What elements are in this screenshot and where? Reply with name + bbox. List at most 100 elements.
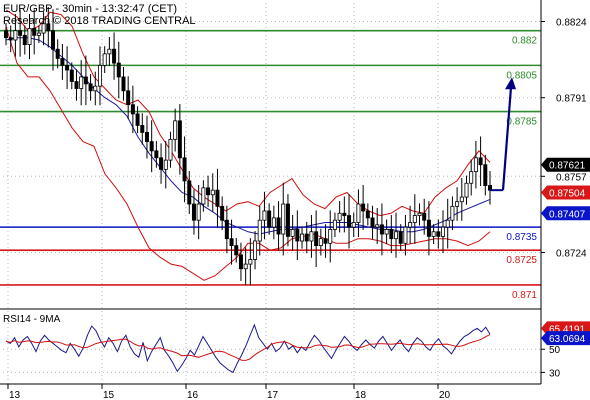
price-tag-box [541, 157, 590, 172]
rsi-title: RSI14 - 9MA [3, 314, 61, 325]
candle-body [271, 217, 276, 228]
candle-body [422, 212, 427, 221]
candle-body [417, 212, 422, 216]
level-label: 0.8735 [506, 232, 537, 243]
candle-body [177, 120, 182, 159]
candle-body [356, 203, 361, 223]
y-tick-label: 0.8724 [556, 249, 587, 260]
candle-body [60, 58, 65, 66]
candle-body [107, 48, 112, 55]
candle-body [300, 233, 305, 242]
candle-body [154, 150, 159, 159]
forecast-arrow-shaft [501, 87, 513, 191]
price-tag-label: 65.4191 [549, 324, 586, 335]
candle-body [450, 205, 455, 221]
candle-body [210, 189, 215, 196]
candle-body [398, 231, 403, 244]
candle-body [234, 245, 239, 256]
price-tag-label: 0.87407 [549, 209, 586, 220]
candle-body [332, 219, 337, 230]
candle-body [18, 30, 23, 36]
level-label: 0.8805 [506, 70, 537, 81]
candle-body [8, 37, 13, 41]
candle-body [365, 210, 370, 219]
price-tag-label: 63.0694 [549, 334, 586, 345]
y-tick-label: 0.8791 [556, 94, 587, 105]
candle-body [126, 90, 131, 106]
candle-body [441, 226, 446, 237]
candle-body [32, 28, 37, 36]
candle-body [46, 23, 51, 32]
candle-body [389, 229, 394, 240]
candle-body [309, 231, 314, 242]
candle-body [41, 23, 46, 34]
candle-body [473, 157, 478, 173]
copyright-line: Research © 2018 TRADING CENTRAL [3, 15, 196, 27]
candle-body [431, 231, 436, 237]
level-label: 0.871 [512, 290, 537, 301]
y-tick-label: 0.8824 [556, 17, 587, 28]
price-tag-box [541, 206, 590, 221]
price-tag-box [541, 185, 590, 200]
rsi-tick-label: 30 [549, 368, 561, 379]
candle-body [455, 201, 460, 207]
candle-body [83, 76, 88, 85]
candle-body [187, 180, 192, 205]
bollinger-lower [5, 25, 491, 281]
candle-body [93, 85, 98, 92]
candle-body [69, 69, 74, 82]
grid [3, 3, 541, 384]
forecast-arrow-head [505, 77, 516, 90]
candle-body [116, 62, 121, 78]
price-tag-box [541, 331, 590, 346]
candle-body [173, 120, 178, 140]
candle-body [394, 231, 399, 240]
candle-body [351, 222, 356, 228]
candle-body [163, 159, 168, 170]
candle-body [347, 215, 352, 228]
candle-body [182, 157, 187, 182]
candle-body [238, 254, 243, 270]
candle-body [483, 164, 488, 186]
candle-body [135, 113, 140, 126]
candle-body [121, 76, 126, 92]
rsi-tick-label: 50 [549, 345, 561, 356]
candle-body [140, 125, 145, 133]
level-label: 0.8725 [506, 255, 537, 266]
candle-body [201, 187, 206, 205]
x-tick-label: 20 [439, 390, 451, 400]
candle-body [295, 229, 300, 242]
candle-body [408, 222, 413, 228]
candle-body [257, 219, 262, 242]
candle-body [215, 189, 220, 207]
candle-body [253, 240, 258, 260]
price-candles [4, 7, 492, 286]
candle-body [50, 30, 55, 50]
candle-body [379, 224, 384, 235]
rsi-line [5, 323, 491, 374]
forecast-arrow [490, 77, 516, 192]
candle-body [375, 224, 380, 228]
candle-body [191, 203, 196, 221]
candle-body [88, 83, 93, 92]
candle-body [276, 217, 281, 235]
candle-body [361, 203, 366, 212]
candle-body [224, 219, 229, 240]
y-tick-label: 0.8757 [556, 172, 587, 183]
candle-body [478, 157, 483, 166]
rsi-panel [3, 323, 541, 374]
candle-body [168, 138, 173, 161]
candle-body [55, 48, 60, 59]
x-tick-label: 16 [187, 390, 199, 400]
candle-body [229, 238, 234, 247]
level-label: 0.882 [512, 36, 537, 47]
candle-body [248, 259, 253, 265]
candle-body [97, 64, 102, 87]
candle-body [196, 203, 201, 221]
candle-body [144, 131, 149, 143]
candle-body [426, 219, 431, 237]
candle-body [337, 212, 342, 221]
candle-body [243, 263, 248, 270]
candle-body [102, 53, 107, 66]
